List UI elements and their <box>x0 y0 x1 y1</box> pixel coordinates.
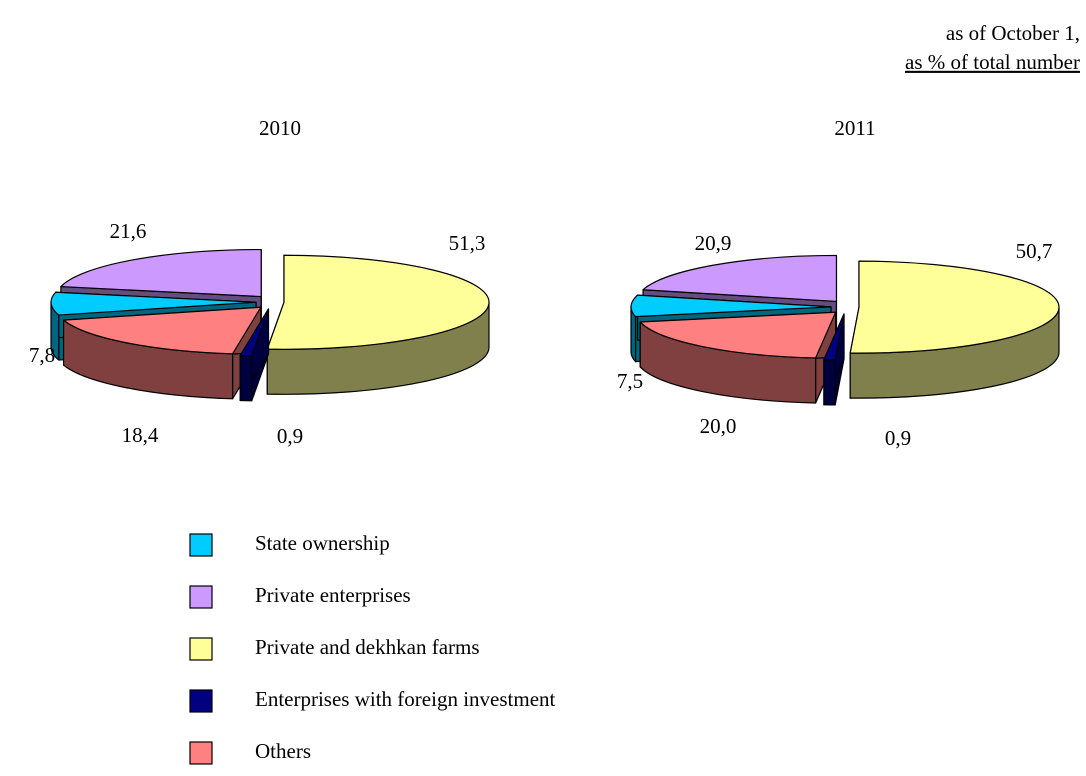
slice-top <box>642 254 838 303</box>
legend-swatch <box>189 637 213 661</box>
slice-top <box>62 306 262 355</box>
slice-top <box>60 248 262 298</box>
data-label: 7,5 <box>617 369 643 393</box>
pie-slice <box>823 313 845 406</box>
legend-swatch <box>189 585 213 609</box>
data-label: 7,8 <box>29 343 55 367</box>
slice-top <box>630 294 832 318</box>
data-label: 18,4 <box>122 423 159 447</box>
annotation: as % of total number <box>905 50 1080 74</box>
data-label: 20,9 <box>695 231 732 255</box>
legend-label: Others <box>255 739 311 763</box>
slice-top <box>239 308 270 357</box>
pie-title: 2011 <box>834 116 875 140</box>
legend-label: Private enterprises <box>255 583 411 607</box>
legend-label: Private and dekhkan farms <box>255 635 480 659</box>
pie-title: 2010 <box>259 116 301 140</box>
slice-top <box>823 313 845 361</box>
data-label: 20,0 <box>700 414 737 438</box>
slice-top <box>849 260 1060 354</box>
data-label: 50,7 <box>1016 239 1053 263</box>
slice-top <box>50 291 257 316</box>
data-label: 21,6 <box>110 219 147 243</box>
data-label: 51,3 <box>449 231 486 255</box>
pie-slice <box>239 308 270 402</box>
data-label: 0,9 <box>277 424 303 448</box>
annotation: as of October 1, <box>946 21 1080 45</box>
data-label: 0,9 <box>885 426 911 450</box>
pie-slice <box>639 311 837 404</box>
slice-top <box>639 311 837 359</box>
legend-swatch <box>189 533 213 557</box>
pie-slice <box>849 260 1060 399</box>
pie-slice <box>266 254 490 395</box>
legend-label: Enterprises with foreign investment <box>255 687 556 711</box>
pie-slice <box>62 306 262 400</box>
legend-swatch <box>189 689 213 713</box>
slice-wall <box>823 359 836 406</box>
slice-top <box>266 254 490 350</box>
legend-swatch <box>189 741 213 765</box>
slice-wall <box>239 354 253 402</box>
legend-label: State ownership <box>255 531 390 555</box>
